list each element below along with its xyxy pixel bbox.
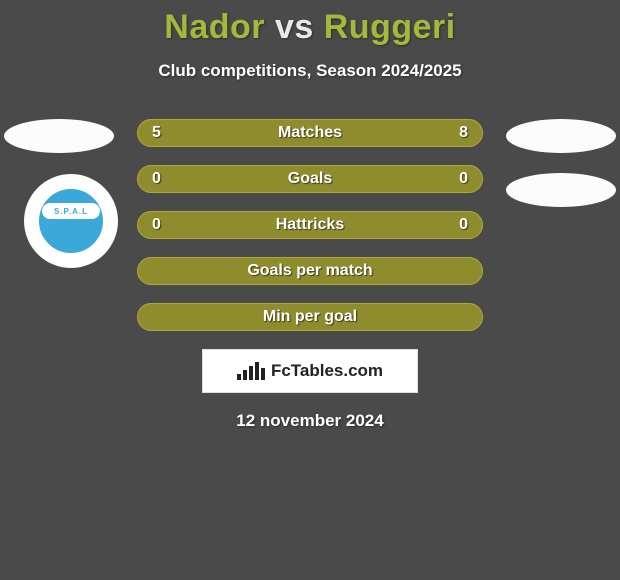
stat-label: Hattricks <box>138 212 482 238</box>
stat-right-value: 0 <box>459 166 468 192</box>
brand-bar <box>237 374 241 380</box>
brand-bars-icon <box>237 362 265 380</box>
player1-avatar <box>4 119 114 153</box>
page-title: Nador vs Ruggeri <box>0 0 620 47</box>
player2-name: Ruggeri <box>324 8 456 46</box>
stat-label: Matches <box>138 120 482 146</box>
stat-row-min-per-goal: Min per goal <box>137 303 483 331</box>
subtitle: Club competitions, Season 2024/2025 <box>0 61 620 81</box>
title-vs: vs <box>275 8 314 46</box>
stat-row-goals-per-match: Goals per match <box>137 257 483 285</box>
stat-label: Min per goal <box>138 304 482 330</box>
stat-label: Goals <box>138 166 482 192</box>
player2-avatar <box>506 119 616 153</box>
stat-row-hattricks: 0 Hattricks 0 <box>137 211 483 239</box>
stat-row-goals: 0 Goals 0 <box>137 165 483 193</box>
player2-club-avatar <box>506 173 616 207</box>
brand-bar <box>243 370 247 380</box>
player1-name: Nador <box>164 8 265 46</box>
stats-zone: S.P.A.L 5 Matches 8 0 Goals 0 0 Hattrick… <box>0 119 620 431</box>
stat-bars: 5 Matches 8 0 Goals 0 0 Hattricks 0 Goal… <box>137 119 483 331</box>
stat-row-matches: 5 Matches 8 <box>137 119 483 147</box>
club-badge-inner: S.P.A.L <box>36 186 106 256</box>
player1-club-badge: S.P.A.L <box>24 174 118 268</box>
stat-right-value: 0 <box>459 212 468 238</box>
club-badge-label: S.P.A.L <box>42 203 100 219</box>
stat-right-value: 8 <box>459 120 468 146</box>
brand-bar <box>255 362 259 380</box>
date-text: 12 november 2024 <box>0 411 620 431</box>
brand-text: FcTables.com <box>271 361 383 381</box>
stat-label: Goals per match <box>138 258 482 284</box>
brand-bar <box>249 366 253 380</box>
brand-bar <box>261 368 265 380</box>
brand-box[interactable]: FcTables.com <box>202 349 418 393</box>
